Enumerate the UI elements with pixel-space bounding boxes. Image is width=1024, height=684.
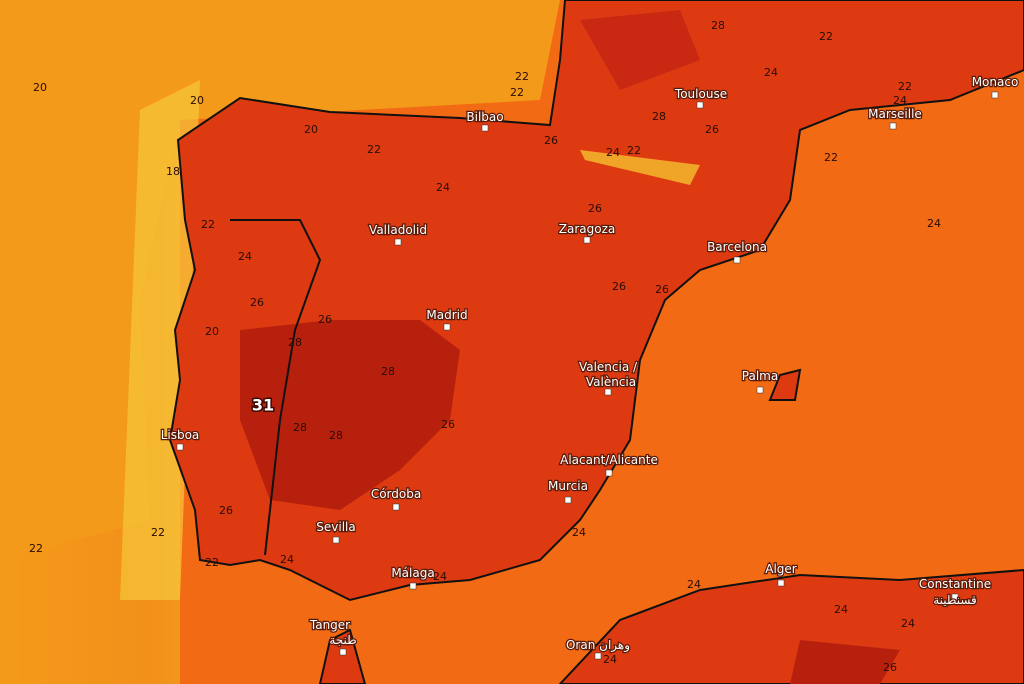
- city-marker: [594, 652, 602, 660]
- isotherm-label: 26: [219, 504, 233, 517]
- isotherm-label: 24: [572, 526, 586, 539]
- pyrenees: [580, 150, 700, 185]
- isotherm-label: 26: [441, 418, 455, 431]
- isotherm-label: 24: [687, 578, 701, 591]
- isotherm-label: 24: [764, 66, 778, 79]
- isotherm-label: 22: [201, 218, 215, 231]
- city-label: طنجة: [329, 633, 356, 647]
- city-label: Alger: [765, 562, 797, 576]
- isotherm-label: 20: [33, 81, 47, 94]
- city-marker: [392, 503, 400, 511]
- isotherm-label: 24: [901, 617, 915, 630]
- city-marker: [332, 536, 340, 544]
- isotherm-label: 24: [606, 146, 620, 159]
- city-label: Palma: [742, 369, 778, 383]
- isotherm-label: 22: [29, 542, 43, 555]
- isotherm-label: 22: [819, 30, 833, 43]
- isotherm-label: 22: [205, 556, 219, 569]
- isotherm-label: 26: [588, 202, 602, 215]
- city-marker: [604, 388, 612, 396]
- isotherm-label: 26: [612, 280, 626, 293]
- city-label: Lisboa: [161, 428, 200, 442]
- isotherm-label: 18: [166, 165, 180, 178]
- morocco-land: [318, 628, 367, 684]
- isotherm-label: 24: [436, 181, 450, 194]
- isotherm-label: 28: [711, 19, 725, 32]
- isotherm-label: 26: [318, 313, 332, 326]
- city-label: Murcia: [548, 479, 588, 493]
- city-marker: [339, 648, 347, 656]
- city-marker: [176, 443, 184, 451]
- africa-land: [558, 568, 1024, 684]
- hot-zone-africa: [790, 640, 900, 684]
- isotherm-label: 22: [824, 151, 838, 164]
- city-label: Oran وهران: [566, 638, 630, 653]
- isotherm-label: 22: [510, 86, 524, 99]
- city-label: Zaragoza: [559, 222, 615, 236]
- city-marker: [991, 91, 999, 99]
- labels: Bilbao Toulouse Monaco Marseille Valladolid Z…: [29, 19, 1020, 674]
- city-label: València: [586, 375, 636, 389]
- isotherm-label: 26: [883, 661, 897, 674]
- city-label: Sevilla: [316, 520, 355, 534]
- isotherm-label: 22: [627, 144, 641, 157]
- city-label: Toulouse: [674, 87, 727, 101]
- city-label: Valencia /: [579, 360, 638, 374]
- isotherm-label: 24: [238, 250, 252, 263]
- isotherm-label: 24: [280, 553, 294, 566]
- isotherm-label: 22: [151, 526, 165, 539]
- isotherm-label: 22: [898, 80, 912, 93]
- city-marker: [733, 256, 741, 264]
- city-label: Tanger: [309, 618, 350, 632]
- isotherm-label: 28: [329, 429, 343, 442]
- city-label: قسنطينة: [933, 593, 977, 607]
- isotherm-label: 20: [205, 325, 219, 338]
- isotherm-label: 26: [250, 296, 264, 309]
- isotherm-label: 24: [834, 603, 848, 616]
- isotherm-label: 24: [893, 94, 907, 107]
- city-marker: [777, 579, 785, 587]
- city-marker: [583, 236, 591, 244]
- city-label: Valladolid: [369, 223, 427, 237]
- isotherm-label: 20: [304, 123, 318, 136]
- city-marker: [481, 124, 489, 132]
- city-label: Constantine: [919, 577, 991, 591]
- city-label: Barcelona: [707, 240, 767, 254]
- isotherm-label: 24: [433, 570, 447, 583]
- isotherm-label: 31: [252, 396, 274, 415]
- isotherm-label: 28: [381, 365, 395, 378]
- isotherm-label: 28: [652, 110, 666, 123]
- city-marker: [443, 323, 451, 331]
- city-label: Bilbao: [466, 110, 503, 124]
- city-marker: [564, 496, 572, 504]
- isotherm-label: 24: [603, 653, 617, 666]
- city-marker: [696, 101, 704, 109]
- city-marker: [605, 469, 613, 477]
- city-marker: [394, 238, 402, 246]
- city-marker: [951, 593, 959, 601]
- isotherm-label: 28: [293, 421, 307, 434]
- border: [230, 219, 322, 556]
- city-label: Marseille: [868, 107, 922, 121]
- isotherm-label: 24: [927, 217, 941, 230]
- hot-zone: [240, 320, 460, 510]
- isotherm-label: 20: [190, 94, 204, 107]
- city-label: Madrid: [426, 308, 467, 322]
- city-label: Alacant/Alicante: [560, 453, 658, 467]
- hot-zone-france: [580, 10, 700, 90]
- isotherm-label: 28: [288, 336, 302, 349]
- isotherm-label: 22: [367, 143, 381, 156]
- city-marker: [756, 386, 764, 394]
- city-label: Málaga: [391, 566, 434, 580]
- city-label: Córdoba: [371, 487, 421, 501]
- isotherm-label: 26: [544, 134, 558, 147]
- city-marker: [409, 582, 417, 590]
- isotherm-label: 26: [705, 123, 719, 136]
- isotherm-label: 22: [515, 70, 529, 83]
- city-label: Monaco: [972, 75, 1019, 89]
- city-marker: [889, 122, 897, 130]
- isotherm-label: 26: [655, 283, 669, 296]
- mallorca: [768, 368, 802, 401]
